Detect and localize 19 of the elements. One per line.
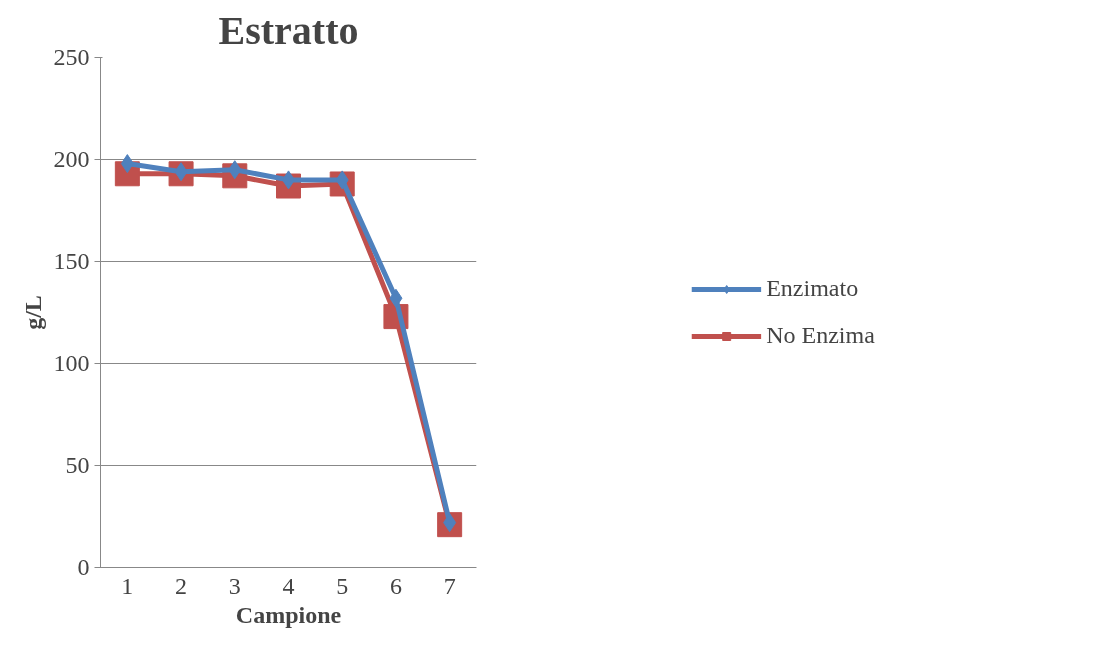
x-tick-label: 3: [228, 572, 241, 599]
x-tick-label: 4: [282, 572, 295, 599]
y-tick-label: 0: [77, 554, 90, 580]
x-tick-label: 7: [443, 572, 456, 599]
chart-title: Estratto: [218, 7, 359, 53]
y-tick-label: 100: [53, 350, 90, 376]
legend-label: Enzimato: [766, 275, 859, 302]
legend-label: No Enzima: [766, 322, 875, 349]
point: [389, 288, 403, 308]
x-tick-label: 5: [336, 572, 349, 599]
y-tick-label: 250: [53, 44, 90, 70]
y-tick-label: 150: [53, 248, 90, 274]
x-axis-title: Campione: [235, 601, 342, 628]
x-tick-label: 2: [175, 572, 188, 599]
y-axis-title: g/L: [19, 295, 46, 330]
x-tick-label: 1: [121, 572, 134, 599]
x-tick-label: 6: [389, 572, 402, 599]
y-tick-label: 200: [53, 146, 90, 172]
y-tick-label: 50: [65, 452, 90, 478]
